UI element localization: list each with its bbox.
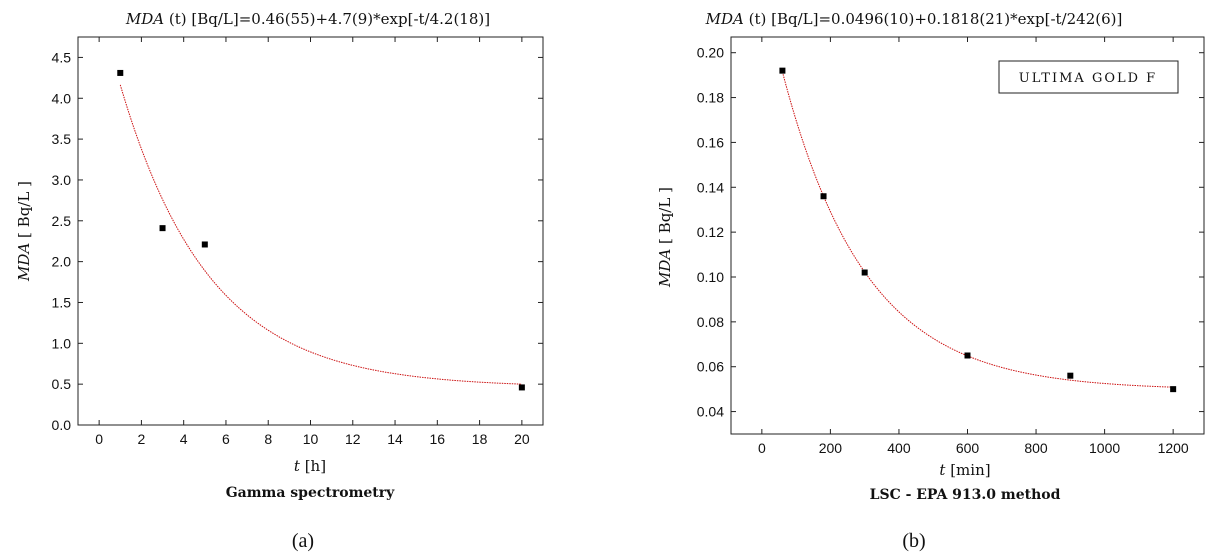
chart-a-x-tick-label: 18 [472,431,488,447]
chart-b-data-point [779,67,786,74]
chart-a-data-point [518,384,525,391]
chart-b-x-axis-label: t [min] [939,461,990,479]
chart-b-x-tick-label: 400 [887,440,911,456]
chart-a-caption: Gamma spectrometry [226,485,395,501]
chart-b-y-tick-label: 0.18 [697,90,724,106]
chart-b-y-axis-label: MDA [ Bq/L ] [656,187,674,288]
chart-a-y-tick-label: 4.5 [52,49,72,65]
chart-a-x-tick-label: 14 [387,431,403,447]
chart-b-x-tick-label: 0 [758,440,766,456]
chart-a-fit-curve [119,84,522,385]
chart-b-y-tick-label: 0.20 [697,45,724,61]
chart-b-data-point [861,269,868,276]
chart-b-y-tick-label: 0.04 [697,404,724,420]
chart-b-y-tick-label: 0.10 [697,269,724,285]
chart-a-x-ticks: 0 2 4 6 8 10 12 14 16 18 20 [95,37,530,447]
chart-b-y-tick-label: 0.06 [697,359,724,375]
chart-b: MDA (t) [Bq/L]=0.0496(10)+0.1818(21)*exp… [656,10,1205,552]
chart-a-y-tick-label: 0.0 [52,417,72,433]
chart-b-x-tick-label: 600 [956,440,980,456]
chart-a-y-tick-label: 1.0 [52,335,72,351]
chart-a-y-tick-label: 3.5 [52,131,72,147]
chart-b-y-tick-label: 0.14 [697,179,724,195]
chart-b-data-point [964,352,971,359]
chart-a-y-tick-label: 1.5 [52,294,72,310]
chart-a: MDA (t) [Bq/L]=0.46(55)+4.7(9)*exp[-t/4.… [15,10,544,552]
chart-a-x-axis-label: t [h] [294,457,326,475]
chart-b-x-tick-label: 1200 [1158,440,1189,456]
chart-a-y-tick-label: 3.0 [52,172,72,188]
chart-a-x-tick-label: 4 [180,431,188,447]
chart-b-y-tick-label: 0.08 [697,314,724,330]
chart-a-panel-label: (a) [292,530,314,552]
chart-a-y-ticks: 0.0 0.5 1.0 1.5 2.0 2.5 3.0 3.5 4.0 4.5 [52,49,543,433]
chart-a-y-tick-label: 4.0 [52,90,72,106]
chart-b-y-tick-label: 0.16 [697,134,724,150]
chart-a-data-point [159,225,166,232]
chart-a-x-tick-label: 2 [138,431,146,447]
chart-a-y-tick-label: 2.0 [52,254,72,270]
chart-b-legend-text: ULTIMA GOLD F [1019,71,1157,86]
chart-b-x-tick-label: 800 [1024,440,1048,456]
chart-b-panel-label: (b) [902,530,925,552]
chart-a-x-tick-label: 10 [303,431,319,447]
chart-a-x-tick-label: 0 [95,431,103,447]
chart-b-data-point [1170,386,1177,393]
chart-b-data-point [1067,372,1074,379]
chart-a-title: MDA (t) [Bq/L]=0.46(55)+4.7(9)*exp[-t/4.… [125,10,490,28]
chart-b-x-ticks: 0 200 400 600 800 1000 1200 [758,37,1189,456]
chart-a-data-points [117,69,525,391]
chart-b-fit-curve [781,71,1174,388]
chart-a-data-point [201,241,208,248]
chart-b-caption: LSC - EPA 913.0 method [870,487,1061,503]
chart-b-legend-frame [998,60,1179,94]
chart-a-plot-frame [77,36,544,426]
chart-b-data-points [779,67,1177,393]
chart-b-x-tick-label: 1000 [1089,440,1120,456]
chart-a-y-axis-label: MDA [ Bq/L ] [15,181,33,282]
chart-a-data-point [117,69,124,76]
chart-b-x-tick-label: 200 [819,440,843,456]
chart-a-x-tick-label: 16 [430,431,446,447]
chart-a-y-tick-label: 0.5 [52,376,72,392]
chart-a-y-tick-label: 2.5 [52,213,72,229]
chart-b-y-ticks: 0.04 0.06 0.08 0.10 0.12 0.14 0.16 0.18 0.20 [697,45,1204,420]
chart-a-x-tick-label: 20 [514,431,530,447]
chart-b-data-point [820,193,827,200]
chart-a-x-tick-label: 6 [222,431,230,447]
chart-b-legend-box: ULTIMA GOLD F [998,60,1179,94]
chart-b-y-tick-label: 0.12 [697,224,724,240]
chart-a-x-tick-label: 8 [264,431,272,447]
chart-b-plot-frame [730,36,1205,435]
chart-a-x-tick-label: 12 [345,431,361,447]
chart-b-title: MDA (t) [Bq/L]=0.0496(10)+0.1818(21)*exp… [705,10,1123,28]
